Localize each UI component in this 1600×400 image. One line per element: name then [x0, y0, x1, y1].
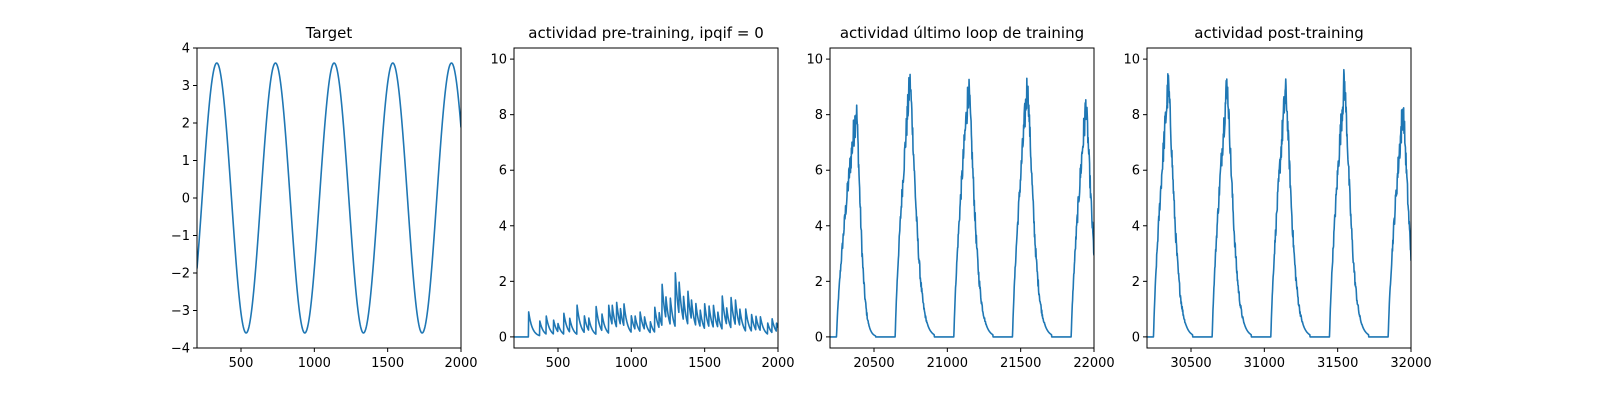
y-tick-label: 8 — [815, 108, 823, 123]
y-tick-label: −1 — [171, 229, 190, 244]
panel-title: actividad pre-training, ipqif = 0 — [528, 24, 764, 42]
y-tick-label: 0 — [815, 330, 823, 345]
y-tick-label: 0 — [182, 192, 190, 207]
panel-title: Target — [305, 24, 353, 42]
y-tick-label: 1 — [182, 154, 190, 169]
y-tick-label: 10 — [1123, 53, 1140, 68]
axes-frame — [513, 47, 779, 349]
y-tick-label: −4 — [171, 342, 190, 357]
y-tick-label: 2 — [499, 275, 507, 290]
y-tick-label: 0 — [499, 330, 507, 345]
y-tick-label: 6 — [815, 164, 823, 179]
y-tick-label: 0 — [1132, 330, 1140, 345]
series-line — [830, 73, 1094, 338]
x-tick-label: 21500 — [1000, 356, 1041, 371]
x-tick-label: 22000 — [1073, 356, 1114, 371]
y-tick-label: 2 — [1132, 275, 1140, 290]
y-tick-label: 2 — [182, 117, 190, 132]
y-tick-label: 10 — [806, 53, 823, 68]
panel-pre-training: actividad pre-training, ipqif = 0 500 100… — [490, 24, 794, 371]
x-tick-label: 20500 — [853, 356, 894, 371]
y-tick-label: −2 — [171, 267, 190, 282]
x-tick-label: 31500 — [1317, 356, 1358, 371]
y-tick-label: 8 — [1132, 108, 1140, 123]
axes-frame — [829, 47, 1095, 349]
x-tick-label: 21000 — [927, 356, 968, 371]
axes-frame — [1146, 47, 1412, 349]
panel-last-training-loop: actividad último loop de training 20500 2… — [806, 24, 1114, 371]
x-tick-label: 1000 — [615, 356, 648, 371]
panel-title: actividad último loop de training — [840, 24, 1084, 42]
series-line — [514, 271, 778, 338]
panel-target: Target 500 1000 1500 2000 −4 −3 −2 −1 0 1 2 3 4 — [171, 24, 478, 371]
x-tick-label: 31000 — [1244, 356, 1285, 371]
x-tick-label: 30500 — [1170, 356, 1211, 371]
y-tick-label: 3 — [182, 79, 190, 94]
y-tick-label: 4 — [1132, 219, 1140, 234]
panel-title: actividad post-training — [1194, 24, 1363, 42]
x-tick-label: 500 — [546, 356, 571, 371]
series-line — [1147, 68, 1411, 338]
x-tick-label: 2000 — [444, 356, 477, 371]
y-tick-label: 4 — [499, 219, 507, 234]
y-tick-label: 10 — [490, 53, 507, 68]
x-tick-label: 1500 — [688, 356, 721, 371]
y-tick-label: 4 — [815, 219, 823, 234]
series-line — [197, 62, 461, 334]
y-tick-label: 4 — [182, 42, 190, 57]
x-tick-label: 32000 — [1390, 356, 1431, 371]
x-tick-label: 2000 — [761, 356, 794, 371]
x-tick-label: 1000 — [298, 356, 331, 371]
y-tick-label: −3 — [171, 304, 190, 319]
x-tick-label: 500 — [229, 356, 254, 371]
y-tick-label: 6 — [1132, 164, 1140, 179]
y-tick-label: 2 — [815, 275, 823, 290]
y-tick-label: 6 — [499, 164, 507, 179]
panel-post-training: actividad post-training 30500 31000 31500 3… — [1123, 24, 1431, 371]
y-tick-label: 8 — [499, 108, 507, 123]
x-tick-label: 1500 — [371, 356, 404, 371]
